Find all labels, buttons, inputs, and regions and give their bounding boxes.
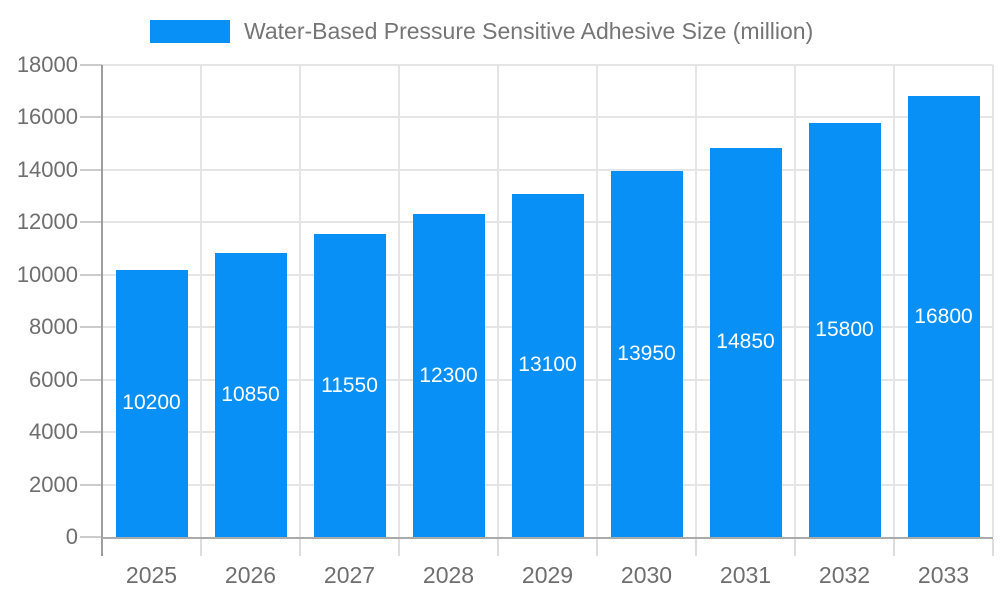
bar: 13100 [511, 193, 584, 537]
bar-value-label: 10850 [221, 382, 280, 406]
bar-value-label: 12300 [419, 363, 478, 387]
legend-swatch [150, 19, 230, 43]
x-axis-label: 2029 [521, 562, 574, 588]
x-axis-tick [497, 539, 499, 556]
x-axis-tick [893, 539, 895, 556]
y-axis-tick [80, 431, 102, 434]
y-axis-tick [80, 273, 102, 276]
x-axis-tick [398, 539, 400, 556]
bar-value-label: 13100 [518, 353, 577, 377]
gridline-vertical [398, 65, 400, 537]
y-axis-label: 0 [65, 524, 78, 549]
gridline-vertical [893, 65, 895, 537]
x-axis-label: 2032 [818, 562, 871, 588]
y-axis-label: 10000 [16, 261, 78, 287]
x-axis-label: 2025 [125, 562, 178, 588]
bar-value-label: 11550 [321, 373, 378, 397]
y-axis-tick [80, 326, 102, 329]
y-axis-tick [80, 116, 102, 119]
gridline-horizontal [102, 168, 993, 171]
x-axis-label: 2027 [323, 562, 376, 588]
bar: 15800 [808, 122, 881, 537]
gridline-vertical [200, 65, 202, 537]
y-axis-tick [80, 64, 102, 66]
gridline-horizontal [102, 64, 993, 66]
x-axis-label: 2030 [620, 562, 673, 588]
bar-value-label: 13950 [617, 342, 676, 366]
bar: 10850 [214, 252, 287, 537]
x-axis-label: 2033 [917, 562, 970, 588]
gridline-vertical [497, 65, 499, 537]
y-axis-label: 8000 [29, 314, 78, 340]
gridline-vertical [794, 65, 796, 537]
plot-area: 10200 10850 11550 12300 13100 13950 14850 15800… [102, 64, 994, 537]
y-axis-tick [80, 221, 102, 224]
bar: 13950 [610, 171, 683, 537]
bar-value-label: 10200 [122, 391, 181, 415]
y-axis-label: 18000 [16, 52, 78, 77]
bar: 10200 [115, 269, 188, 537]
x-axis-tick [992, 539, 994, 556]
gridline-vertical [596, 65, 598, 537]
y-axis-label: 14000 [16, 156, 78, 182]
bar: 14850 [709, 147, 782, 537]
y-axis-label: 12000 [16, 209, 78, 235]
bar-value-label: 14850 [716, 330, 775, 354]
x-axis-tick [695, 539, 697, 556]
x-axis-label: 2031 [719, 562, 772, 588]
chart-title: Water-Based Pressure Sensitive Adhesive … [244, 18, 814, 44]
y-axis-tick [80, 536, 102, 538]
gridline-vertical [992, 65, 994, 537]
x-axis-label: 2028 [422, 562, 475, 588]
x-axis-line [102, 537, 993, 539]
x-axis-label: 2026 [224, 562, 277, 588]
x-axis-tick [596, 539, 598, 556]
bar: 11550 [313, 234, 386, 537]
y-axis-tick [80, 483, 102, 486]
legend: Water-Based Pressure Sensitive Adhesive … [150, 17, 813, 45]
x-axis-tick [794, 539, 796, 556]
x-axis-tick [200, 539, 202, 556]
gridline-horizontal [102, 116, 993, 119]
y-axis-label: 4000 [29, 419, 78, 445]
y-axis-label: 16000 [16, 104, 78, 130]
x-axis-tick [299, 539, 301, 556]
gridline-vertical [299, 65, 301, 537]
bar-value-label: 15800 [815, 317, 874, 341]
gridline-vertical [695, 65, 697, 537]
y-axis-label: 2000 [29, 471, 78, 497]
bar-value-label: 16800 [914, 304, 973, 328]
y-axis-tick [80, 378, 102, 381]
y-axis-line [101, 65, 103, 556]
y-axis-label: 6000 [29, 366, 78, 392]
bar: 12300 [412, 214, 485, 537]
y-axis-tick [80, 168, 102, 171]
bar: 16800 [907, 96, 980, 537]
